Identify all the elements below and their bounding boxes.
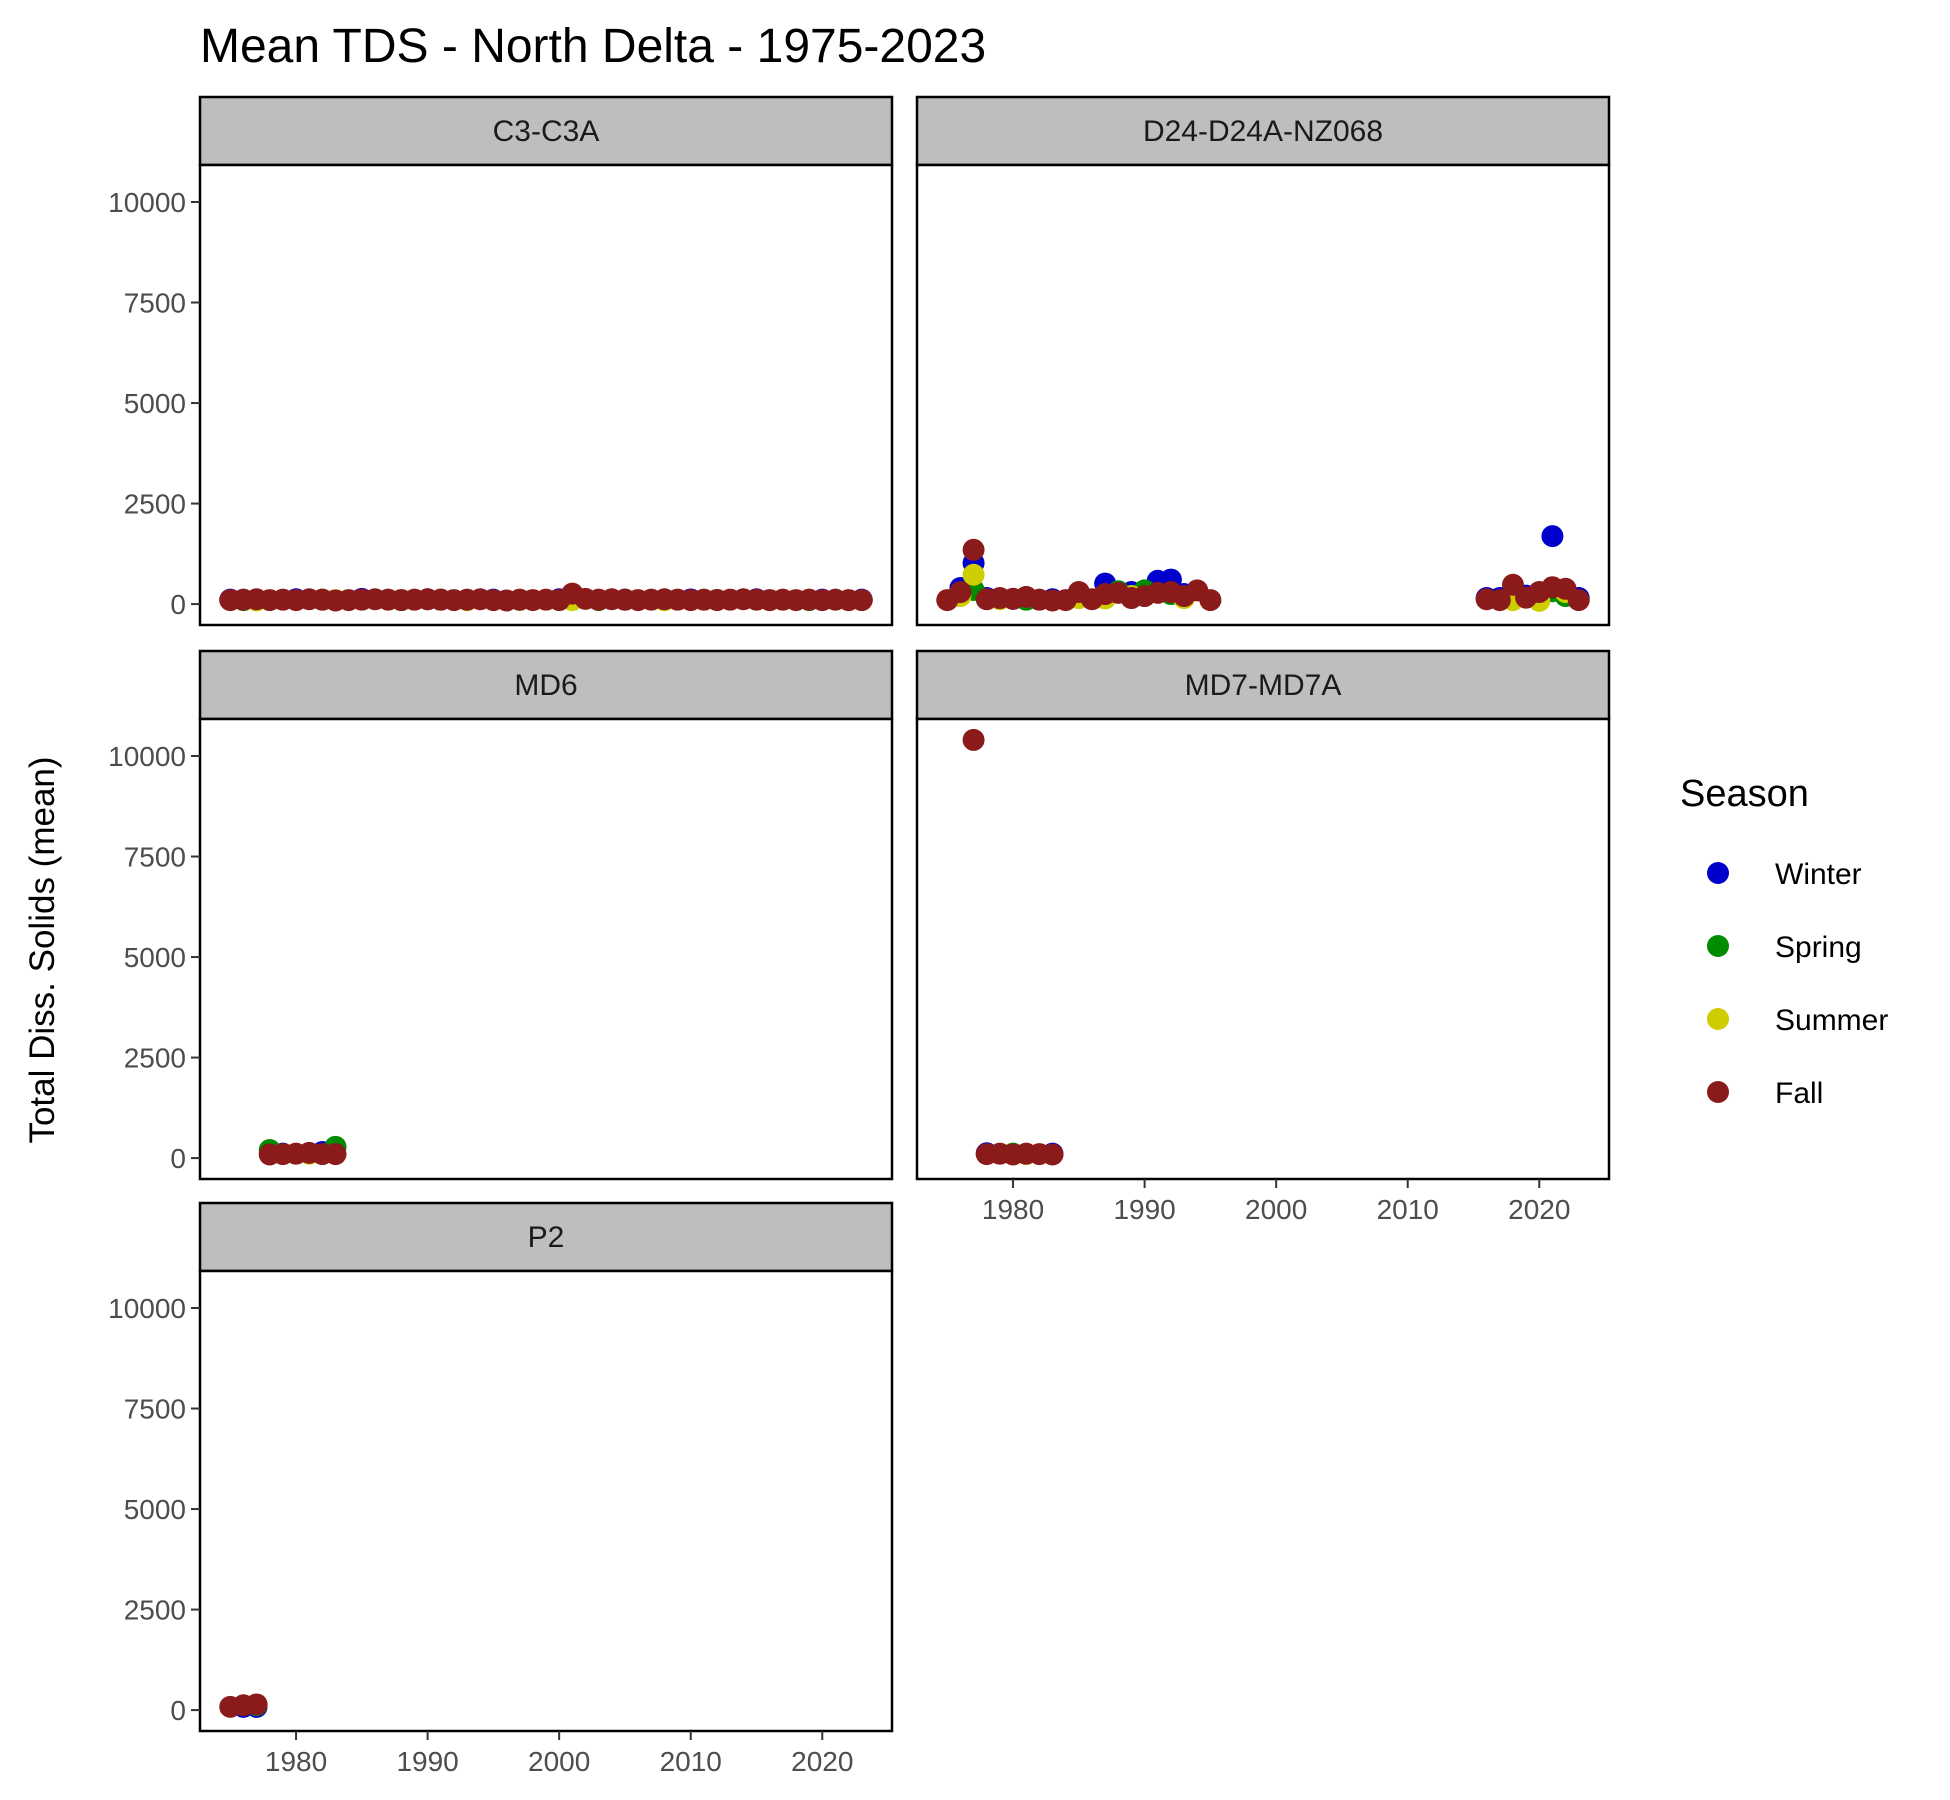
data-point-fall <box>1199 589 1222 612</box>
x-tick-label: 1980 <box>982 1194 1044 1225</box>
y-tick-label: 2500 <box>124 1043 186 1074</box>
legend-key-fall <box>1707 1081 1729 1103</box>
facet-md6: MD6 0 2500 5000 7500 10000 <box>108 649 894 1181</box>
series-fall-c3-c3a <box>219 582 873 612</box>
plot-panel-md6 <box>198 717 894 1181</box>
legend-label-spring: Spring <box>1775 931 1862 964</box>
facet-strip-md6 <box>198 649 894 721</box>
x-tick-label: 1980 <box>265 1746 327 1777</box>
y-tick-label: 7500 <box>124 1394 186 1425</box>
legend-entry-summer: Summer <box>1707 1004 1888 1037</box>
legend-label-fall: Fall <box>1775 1077 1823 1110</box>
legend-key-summer <box>1707 1008 1729 1030</box>
facet-label-p2: P2 <box>528 1221 565 1254</box>
facet-strip-c3-c3a <box>198 95 894 167</box>
y-axis-title: Total Diss. Solids (mean) <box>23 756 62 1143</box>
y-tick-label: 10000 <box>108 1293 186 1324</box>
legend-label-summer: Summer <box>1775 1004 1888 1037</box>
data-point-fall <box>962 728 985 751</box>
y-tick-label: 0 <box>170 589 186 620</box>
x-tick-label: 2010 <box>660 1746 722 1777</box>
x-tick-label: 2000 <box>528 1746 590 1777</box>
facet-label-c3-c3a: C3-C3A <box>493 115 600 148</box>
x-tick-label: 1990 <box>396 1746 458 1777</box>
y-tick-label: 2500 <box>124 489 186 520</box>
legend: Winter Spring Summer Fall <box>1707 858 1888 1110</box>
y-tick-label: 10000 <box>108 187 186 218</box>
legend-title: Season <box>1680 773 1809 815</box>
data-point-summer <box>962 563 985 586</box>
y-tick-label: 5000 <box>124 388 186 419</box>
plot-panel-c3-c3a <box>198 163 894 627</box>
facet-label-d24-d24a-nz068: D24-D24A-NZ068 <box>1143 115 1383 148</box>
x-tick-label: 2020 <box>1508 1194 1570 1225</box>
plot-panel-md7-md7a <box>915 717 1611 1181</box>
chart-title: Mean TDS - North Delta - 1975-2023 <box>200 20 986 73</box>
facet-p2: P2 0 2500 5000 7500 10000 1980 1990 2000 2010 2020 <box>108 1201 894 1777</box>
series-fall-p2 <box>219 1693 268 1718</box>
legend-key-winter <box>1707 862 1729 884</box>
data-point-fall <box>1567 589 1590 612</box>
facet-strip-d24-d24a-nz068 <box>915 95 1611 167</box>
y-tick-label: 2500 <box>124 1595 186 1626</box>
series-fall-d24-d24a-nz068 <box>936 538 1590 612</box>
data-point-fall <box>962 538 985 561</box>
facet-panels: C3-C3A 0 2500 5000 7500 10000 D24-D24A-NZ068 MD… <box>108 95 1611 1777</box>
facet-label-md6: MD6 <box>514 669 577 702</box>
legend-entry-spring: Spring <box>1707 931 1862 964</box>
series-fall-md7-md7a <box>962 728 1064 1166</box>
data-point-fall <box>1041 1143 1064 1166</box>
y-tick-label: 10000 <box>108 741 186 772</box>
plot-panel-d24-d24a-nz068 <box>915 163 1611 627</box>
legend-entry-fall: Fall <box>1707 1077 1823 1110</box>
facet-label-md7-md7a: MD7-MD7A <box>1185 669 1342 702</box>
data-point-fall <box>1488 589 1511 612</box>
data-point-fall <box>245 1693 268 1716</box>
facet-c3-c3a: C3-C3A 0 2500 5000 7500 10000 <box>108 95 894 627</box>
y-tick-label: 7500 <box>124 842 186 873</box>
facet-strip-md7-md7a <box>915 649 1611 721</box>
facet-d24-d24a-nz068: D24-D24A-NZ068 <box>915 95 1611 627</box>
y-tick-label: 5000 <box>124 1494 186 1525</box>
x-tick-label: 2010 <box>1377 1194 1439 1225</box>
legend-entry-winter: Winter <box>1707 858 1862 891</box>
data-point-fall <box>949 581 972 604</box>
x-tick-label: 1990 <box>1113 1194 1175 1225</box>
legend-label-winter: Winter <box>1775 858 1862 891</box>
y-tick-label: 7500 <box>124 288 186 319</box>
x-tick-label: 2020 <box>791 1746 853 1777</box>
legend-key-spring <box>1707 935 1729 957</box>
data-point-fall <box>324 1143 347 1166</box>
data-point-winter <box>1541 525 1564 548</box>
y-tick-label: 5000 <box>124 942 186 973</box>
series-fall-md6 <box>258 1141 347 1166</box>
plot-panel-p2 <box>198 1269 894 1733</box>
facet-md7-md7a: MD7-MD7A 1980 1990 2000 2010 2020 <box>915 649 1611 1225</box>
x-tick-label: 2000 <box>1245 1194 1307 1225</box>
y-tick-label: 0 <box>170 1143 186 1174</box>
data-point-fall <box>850 589 873 612</box>
y-tick-label: 0 <box>170 1695 186 1726</box>
